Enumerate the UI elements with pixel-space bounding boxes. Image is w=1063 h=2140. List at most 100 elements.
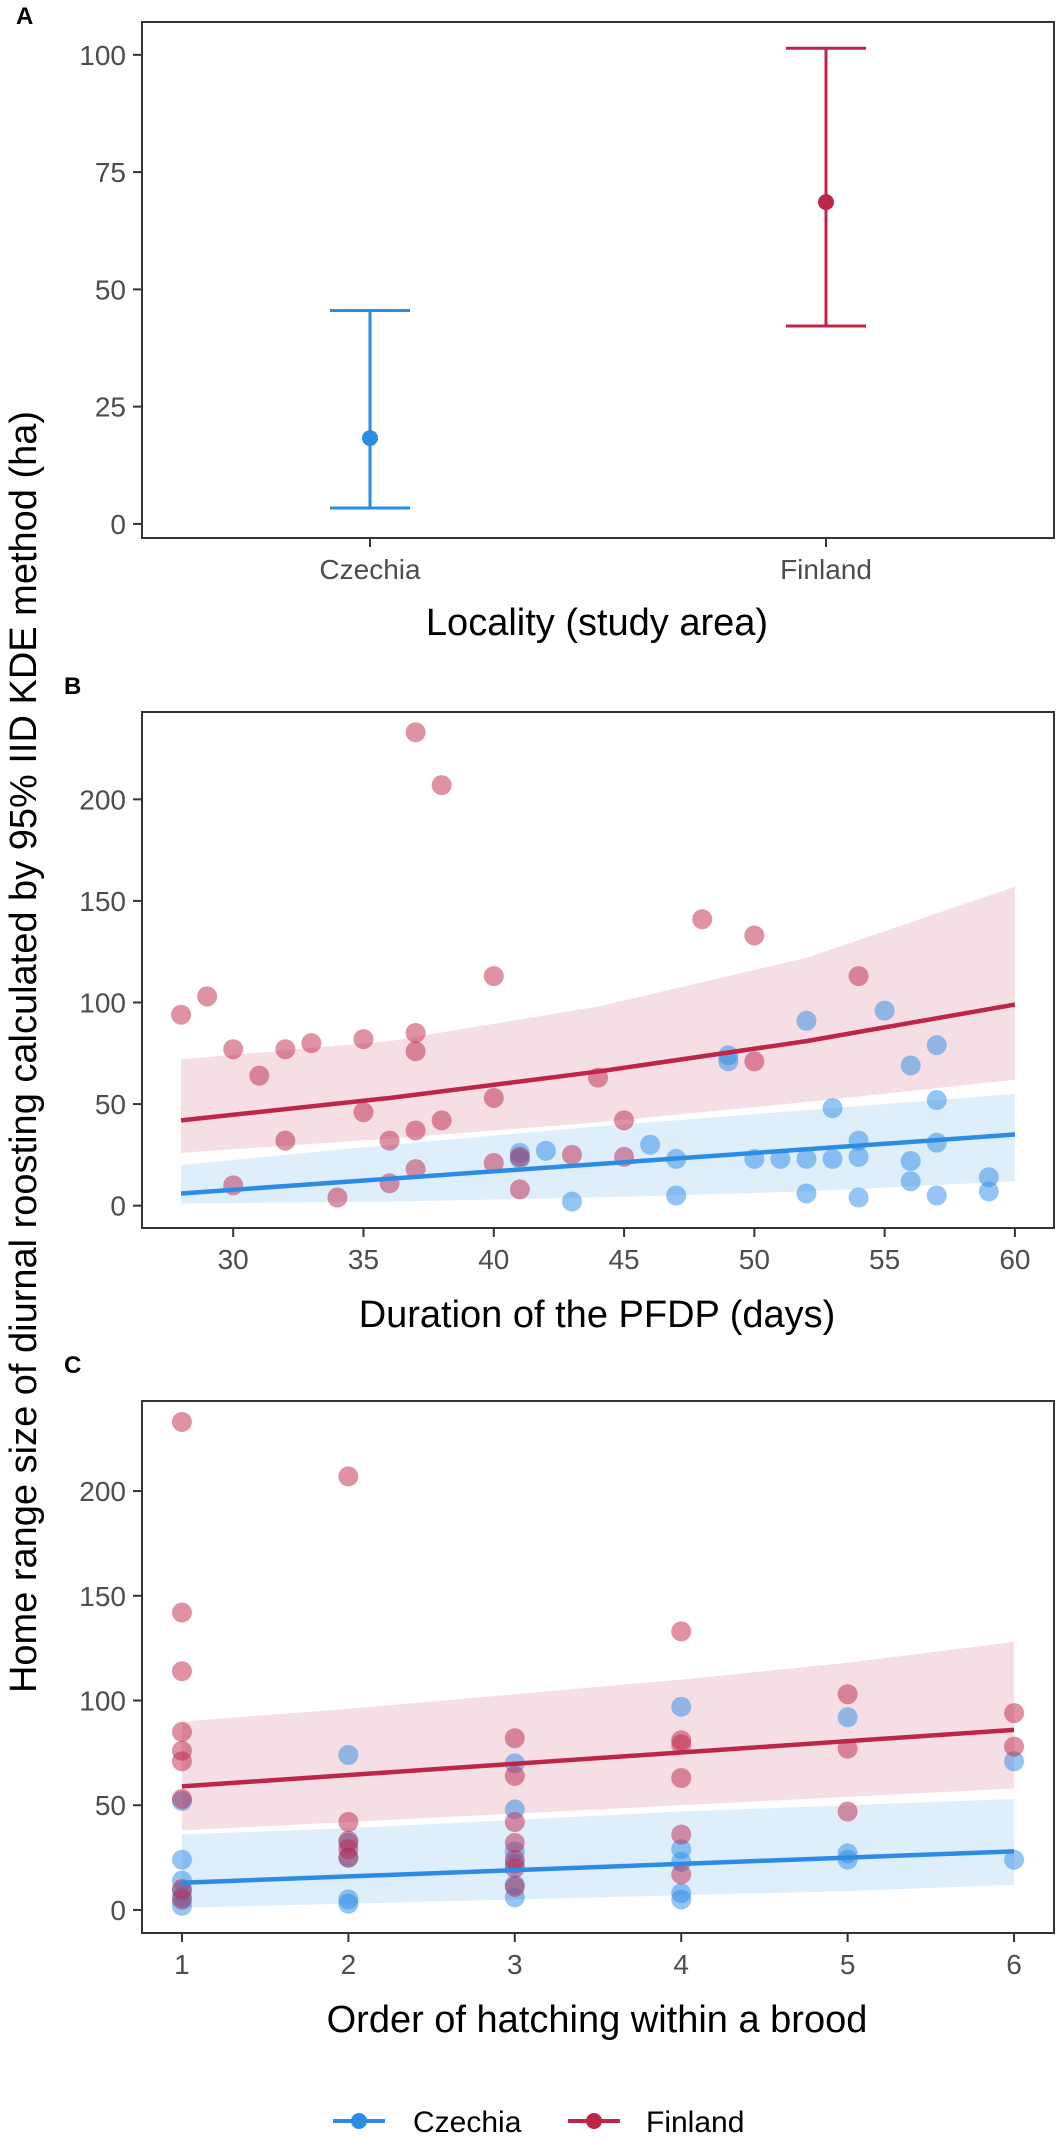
panel-b-fit-line-czechia (180, 1132, 1016, 1196)
panel-c-point-czechia (171, 1849, 192, 1870)
panel-label-c: C (64, 1352, 81, 1379)
panel-c-ytick-label: 50 (95, 1790, 126, 1821)
panel-b-point-finland (327, 1187, 348, 1208)
panel-b-point-czechia (900, 1171, 921, 1192)
panel-c-point-finland (171, 1751, 192, 1772)
panel-c-point-finland (171, 1602, 192, 1623)
panel-b-point-czechia (796, 1183, 817, 1204)
panel-c-xtick-label: 4 (673, 1949, 689, 1980)
panel-b-point-czechia (900, 1055, 921, 1076)
panel-b-point-finland (405, 1022, 426, 1043)
panel-c-ytick-label: 200 (79, 1476, 126, 1507)
panel-c-point-finland (338, 1847, 359, 1868)
panel-b-point-finland (379, 1130, 400, 1151)
panel-b-point-czechia (796, 1148, 817, 1169)
legend-finland-label: Finland (646, 2106, 744, 2139)
panel-b-xtick-label: 40 (478, 1244, 509, 1275)
panel-c-point-finland (504, 1876, 525, 1897)
panel-b-point-czechia (926, 1185, 947, 1206)
panel-c-point-finland (1004, 1736, 1025, 1757)
panel-b-point-czechia (926, 1090, 947, 1111)
panel-a-ytick-label: 75 (95, 157, 126, 188)
panel-b-point-czechia (822, 1148, 843, 1169)
panel-c-fit-line-finland (181, 1727, 1015, 1789)
panel-c-fit-line-czechia (181, 1849, 1015, 1885)
panel-b-xtick-label: 35 (348, 1244, 379, 1275)
panel-b-point-finland (275, 1130, 296, 1151)
panel-b-point-finland (848, 966, 869, 987)
panel-b-ytick-label: 50 (95, 1089, 126, 1120)
panel-c-point-czechia (671, 1696, 692, 1717)
panel-c-point-finland (671, 1621, 692, 1642)
panel-c-xtick-label: 5 (840, 1949, 856, 1980)
panel-b-point-czechia (561, 1191, 582, 1212)
panel-a-errorbar-czechia (330, 308, 410, 510)
panel-b-fit-line-finland (180, 1002, 1016, 1123)
panel-b-point-finland (405, 1120, 426, 1141)
panel-c-point-finland (671, 1824, 692, 1845)
panel-b-point-finland (509, 1179, 530, 1200)
panel-b-point-finland (275, 1039, 296, 1060)
panel-a-xtick-label: Finland (780, 554, 872, 585)
panel-a-frame (141, 21, 1055, 539)
panel-b-point-finland (692, 909, 713, 930)
panel-a-xtick-label: Czechia (319, 554, 421, 585)
panel-c-point-finland (1004, 1703, 1025, 1724)
panel-b-point-czechia (718, 1051, 739, 1072)
panel-b-point-finland (171, 1004, 192, 1025)
panel-b-point-czechia (666, 1185, 687, 1206)
panel-c-point-finland (338, 1811, 359, 1832)
panel-b-point-czechia (822, 1098, 843, 1119)
panel-c-xtick-label: 6 (1006, 1949, 1022, 1980)
panel-b-point-finland (301, 1033, 322, 1054)
panel-b-ytick-label: 200 (79, 784, 126, 815)
panel-c-ytick-label: 150 (79, 1581, 126, 1612)
panel-c-xtick-label: 3 (507, 1949, 523, 1980)
panel-a-ytick-label: 100 (79, 40, 126, 71)
panel-c-xlabel: Order of hatching within a brood (327, 1999, 868, 2041)
panel-b-confidence-band-finland (181, 886, 1015, 1153)
panel-b-point-finland (405, 1159, 426, 1180)
panel-b-xtick-label: 55 (869, 1244, 900, 1275)
panel-c-point-finland (338, 1466, 359, 1487)
panel-c-point-finland (671, 1768, 692, 1789)
panel-c-point-czechia (1004, 1849, 1025, 1870)
panel-a-ytick-label: 0 (110, 509, 126, 540)
panel-b-point-czechia (640, 1134, 661, 1155)
panel-c-point-finland (171, 1411, 192, 1432)
panel-a-errorbar-finland (786, 46, 866, 328)
panel-label-a: A (16, 3, 33, 30)
panel-c-point-czechia (338, 1744, 359, 1765)
panel-a-ytick-label: 50 (95, 274, 126, 305)
panel-b-point-finland (353, 1102, 374, 1123)
panel-b-point-czechia (978, 1181, 999, 1202)
panel-c-point-finland (171, 1721, 192, 1742)
panel-c-point-czechia (1004, 1751, 1025, 1772)
legend-finland-point (586, 2113, 602, 2129)
panel-b-xtick-label: 30 (218, 1244, 249, 1275)
panel-b-point-czechia (848, 1187, 869, 1208)
panel-b-point-czechia (978, 1167, 999, 1188)
panel-c-point-finland (671, 1734, 692, 1755)
panel-b-frame (141, 711, 1055, 1229)
panel-a-xlabel: Locality (study area) (426, 602, 768, 644)
panel-b-ytick-label: 150 (79, 886, 126, 917)
panel-b-point-czechia (900, 1150, 921, 1171)
panel-c-point-finland (837, 1801, 858, 1822)
legend-item-czechia: Czechia (333, 2106, 522, 2139)
legend-item-finland: Finland (568, 2106, 744, 2139)
panel-c-ytick-label: 100 (79, 1686, 126, 1717)
panel-c-ytick-label: 0 (110, 1895, 126, 1926)
panel-b-point-finland (483, 1152, 504, 1173)
panel-label-b: B (64, 673, 81, 700)
panel-c-point-finland (671, 1864, 692, 1885)
panel-b-point-finland (509, 1146, 530, 1167)
panel-b-point-finland (405, 1041, 426, 1062)
panel-c-xtick-label: 2 (341, 1949, 357, 1980)
panel-b-point-czechia (874, 1000, 895, 1021)
panel-b-point-finland (353, 1029, 374, 1050)
panel-c-point-finland (171, 1889, 192, 1910)
panel-c-point-finland (504, 1728, 525, 1749)
panel-b-point-finland (744, 925, 765, 946)
